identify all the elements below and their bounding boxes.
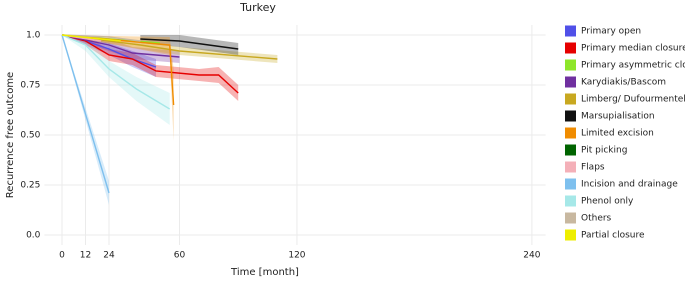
y-tick-label: 0.75 bbox=[20, 81, 40, 91]
y-tick-label: 0.0 bbox=[26, 231, 41, 241]
legend-label: Limited excision bbox=[581, 129, 654, 139]
legend-label: Primary asymmetric closure bbox=[581, 61, 685, 71]
legend-swatch bbox=[565, 25, 576, 37]
legend-label: Flaps bbox=[581, 163, 605, 173]
legend-label: Incision and drainage bbox=[581, 180, 678, 190]
series-line bbox=[140, 38, 239, 50]
legend-swatch bbox=[565, 42, 576, 54]
legend-label: Primary median closure bbox=[581, 44, 685, 54]
legend-label: Limberg/ Dufourmentel bbox=[581, 95, 685, 105]
legend-label: Karydiakis/Bascom bbox=[581, 78, 666, 88]
y-tick-label: 0.25 bbox=[20, 181, 40, 191]
x-tick-label: 12 bbox=[80, 251, 91, 261]
confidence-band bbox=[62, 35, 156, 77]
x-tick-label: 24 bbox=[103, 251, 115, 261]
x-tick-label: 60 bbox=[174, 251, 186, 261]
legend-label: Partial closure bbox=[581, 231, 645, 241]
confidence-band bbox=[62, 35, 170, 125]
legend-label: Primary open bbox=[581, 27, 641, 37]
legend-swatch bbox=[565, 110, 576, 122]
x-axis-label: Time [month] bbox=[230, 267, 299, 278]
legend-swatch bbox=[565, 178, 576, 190]
series-line bbox=[61, 34, 110, 194]
legend-swatch bbox=[565, 195, 576, 207]
legend-swatch bbox=[565, 144, 576, 156]
series-line bbox=[61, 34, 180, 58]
series-line bbox=[61, 34, 278, 60]
series-line bbox=[61, 34, 121, 42]
series-line bbox=[61, 34, 141, 42]
legend-swatch bbox=[565, 76, 576, 88]
legend-swatch bbox=[565, 212, 576, 224]
legend-label: Pit picking bbox=[581, 146, 627, 156]
y-tick-label: 0.50 bbox=[20, 131, 40, 141]
chart-title: Turkey bbox=[239, 1, 276, 14]
x-tick-label: 240 bbox=[523, 251, 540, 261]
legend-swatch bbox=[565, 229, 576, 241]
legend-swatch bbox=[565, 127, 576, 139]
legend-label: Marsupialisation bbox=[581, 112, 655, 122]
confidence-band bbox=[62, 35, 110, 205]
legend-swatch bbox=[565, 59, 576, 71]
x-tick-label: 0 bbox=[59, 251, 65, 261]
legend-label: Others bbox=[581, 214, 612, 224]
confidence-band bbox=[62, 35, 174, 141]
legend-swatch bbox=[565, 161, 576, 173]
legend-swatch bbox=[565, 93, 576, 105]
x-tick-label: 120 bbox=[288, 251, 305, 261]
y-axis-label: Recurrence free outcome bbox=[5, 72, 16, 198]
series-line bbox=[61, 34, 171, 110]
series-line bbox=[61, 34, 239, 94]
legend-label: Phenol only bbox=[581, 197, 634, 207]
y-tick-label: 1.0 bbox=[26, 31, 41, 41]
